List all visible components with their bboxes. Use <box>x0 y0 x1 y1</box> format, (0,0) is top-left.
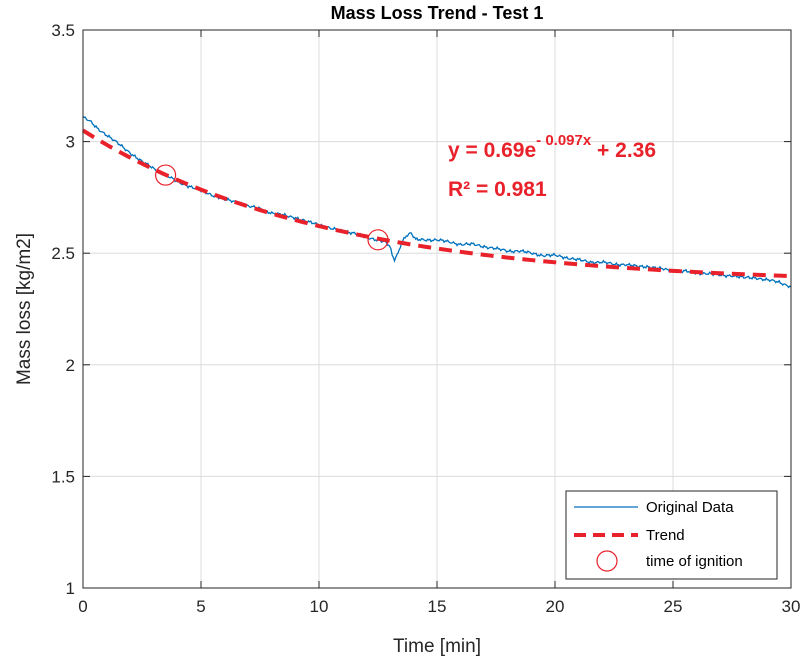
y-tick-label: 1.5 <box>51 467 75 486</box>
x-tick-label: 25 <box>664 597 683 616</box>
legend-label-original-data: Original Data <box>646 499 734 516</box>
x-axis-label: Time [min] <box>393 636 481 657</box>
x-tick-label: 20 <box>546 597 565 616</box>
y-tick-label: 3.5 <box>51 21 75 40</box>
r-squared-label: R² = 0.981 <box>448 178 547 201</box>
y-tick-label: 1 <box>66 579 75 598</box>
plot-border <box>82 29 792 589</box>
fit-equation: y = 0.69e- 0.097x + 2.36 <box>448 132 656 162</box>
legend-label-ignition: time of ignition <box>646 553 743 570</box>
x-tick-label: 5 <box>196 597 205 616</box>
y-axis-label: Mass loss [kg/m2] <box>14 233 35 385</box>
series-layer <box>81 115 792 289</box>
y-tick-label: 2.5 <box>51 244 75 263</box>
ignition-marker <box>155 164 177 186</box>
x-tick-label: 30 <box>782 597 801 616</box>
chart-title: Mass Loss Trend - Test 1 <box>331 3 544 23</box>
x-tick-label: 10 <box>310 597 329 616</box>
x-tick-label: 0 <box>78 597 87 616</box>
y-tick-label: 3 <box>66 133 75 152</box>
legend-label-trend: Trend <box>646 527 685 544</box>
equation-exponent: - 0.097x <box>536 132 592 149</box>
legend: Original Data Trend time of ignition <box>565 490 778 580</box>
tick-labels: 0 5 10 15 20 25 30 1 1.5 2 2.5 3 3.5 <box>51 21 800 616</box>
legend-marker-ignition <box>596 550 618 572</box>
x-tick-label: 15 <box>428 597 447 616</box>
equation-prefix: y = 0.69e <box>448 139 536 162</box>
y-tick-label: 2 <box>66 356 75 375</box>
series-trend <box>81 128 792 279</box>
equation-suffix: + 2.36 <box>591 139 656 162</box>
ignition-marker <box>367 229 389 251</box>
